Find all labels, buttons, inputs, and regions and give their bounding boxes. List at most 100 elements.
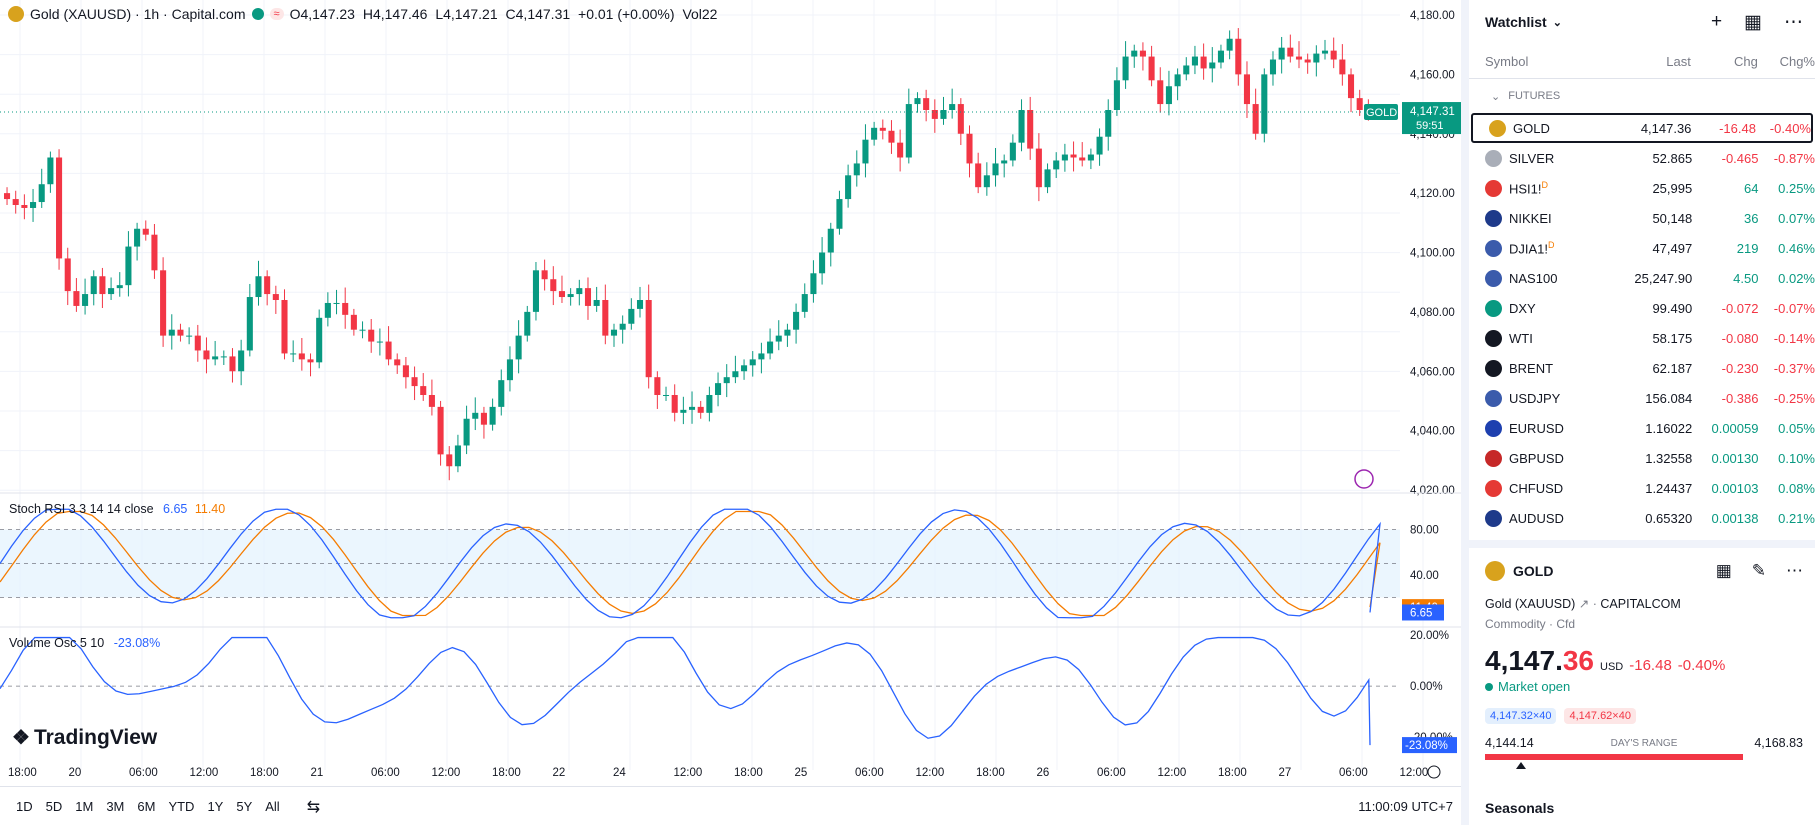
range-all[interactable]: All xyxy=(265,799,280,814)
chart-area[interactable]: 4,180.00 4,160.00 4,140.00 4,120.00 4,100.00… xyxy=(0,0,1461,825)
candle-body xyxy=(567,294,574,298)
candle-body xyxy=(420,386,427,395)
stoch-d-value: 11.40 xyxy=(194,502,226,516)
add-symbol-icon[interactable]: + xyxy=(1710,10,1723,32)
more-icon[interactable]: ⋯ xyxy=(1786,561,1803,580)
range-ytd[interactable]: YTD xyxy=(168,799,195,814)
range-3m[interactable]: 3M xyxy=(106,799,125,814)
chevron-down-icon[interactable]: ⌄ xyxy=(1552,16,1562,29)
candle-body xyxy=(4,193,11,200)
time-tick: 06:00 xyxy=(1339,767,1368,779)
market-status-text: Market open xyxy=(1498,679,1571,694)
watchlist-row-gbpusd[interactable]: GBPUSD 1.32558 0.00130 0.10% xyxy=(1469,443,1815,473)
ask-value[interactable]: 4,147.62×40 xyxy=(1564,708,1636,724)
watchlist-title[interactable]: Watchlist xyxy=(1485,14,1547,30)
more-icon[interactable]: ⋯ xyxy=(1784,11,1803,33)
stoch-k-tag xyxy=(1402,604,1444,621)
col-chg[interactable]: Chg xyxy=(1734,53,1758,69)
detail-symbol[interactable]: GOLD xyxy=(1513,563,1554,579)
clock[interactable]: 11:00:09 UTC+7 xyxy=(1358,799,1453,814)
range-bar xyxy=(1485,754,1743,769)
row-last: 50,148 xyxy=(1652,210,1693,226)
range-low: 4,144.14 xyxy=(1485,736,1534,750)
price-tick: 4,160.00 xyxy=(1410,69,1455,81)
edit-note-icon[interactable]: ✎ xyxy=(1751,561,1766,580)
seasonals-title[interactable]: Seasonals xyxy=(1485,800,1555,816)
col-symbol[interactable]: Symbol xyxy=(1485,53,1529,69)
watchlist-row-nikkei[interactable]: NIKKEI 50,148 36 0.07% xyxy=(1469,203,1815,233)
volosc-tag-text: -23.08% xyxy=(1405,740,1448,752)
silver-icon xyxy=(1485,149,1502,167)
candle-body xyxy=(229,356,236,372)
range-1y[interactable]: 1Y xyxy=(207,799,224,814)
row-chg: -16.48 xyxy=(1719,120,1756,136)
range-5y[interactable]: 5Y xyxy=(236,799,253,814)
stoch-rsi-label[interactable]: Stoch RSI 3 3 14 14 close xyxy=(9,502,154,516)
candle-body xyxy=(957,104,964,134)
candle-body xyxy=(1165,86,1172,105)
candle-body xyxy=(1174,74,1181,87)
candle-body xyxy=(1321,50,1329,54)
candle-body xyxy=(316,317,323,363)
layout-grid-icon[interactable]: ▦ xyxy=(1715,561,1732,580)
candle-body xyxy=(1018,110,1025,143)
chart-title[interactable]: Gold (XAUUSD) · 1h · Capital.com xyxy=(30,6,246,22)
watchlist-row-chfusd[interactable]: CHFUSD 1.24437 0.00103 0.08% xyxy=(1469,473,1815,503)
candle-body xyxy=(298,353,305,360)
watchlist-row-wti[interactable]: WTI 58.175 -0.080 -0.14% xyxy=(1469,323,1815,353)
watchlist-row-silver[interactable]: SILVER 52.865 -0.465 -0.87% xyxy=(1469,143,1815,173)
bid-value[interactable]: 4,147.32×40 xyxy=(1485,708,1557,724)
range-5d[interactable]: 5D xyxy=(45,799,63,814)
price-tick: 4,040.00 xyxy=(1410,426,1455,438)
watchlist-row-audusd[interactable]: AUDUSD 0.65320 0.00138 0.21% xyxy=(1469,503,1815,533)
time-tick: 20 xyxy=(69,767,82,779)
row-last: 1.24437 xyxy=(1645,480,1693,496)
watchlist-row-eurusd[interactable]: EURUSD 1.16022 0.00059 0.05% xyxy=(1469,413,1815,443)
chevron-down-icon: ⌄ xyxy=(1491,90,1501,103)
row-symbol: SILVER xyxy=(1509,150,1555,166)
candle-body xyxy=(1295,56,1303,60)
watchlist-row-dxy[interactable]: DXY 99.490 -0.072 -0.07% xyxy=(1469,293,1815,323)
col-last[interactable]: Last xyxy=(1666,53,1691,69)
col-chg-pct[interactable]: Chg% xyxy=(1779,53,1815,69)
date-range-icon[interactable]: ⇆ xyxy=(306,798,321,816)
row-chg-pct: -0.40% xyxy=(1769,120,1811,136)
candle-body xyxy=(966,133,973,164)
candle-body xyxy=(385,341,392,360)
time-tick: 12:00 xyxy=(674,767,703,779)
watchlist-row-usdjpy[interactable]: USDJPY 156.084 -0.386 -0.25% xyxy=(1469,383,1815,413)
external-link-icon[interactable]: ↗ xyxy=(1578,597,1590,611)
chart-canvas[interactable]: 4,180.004,160.004,140.004,120.004,100.00… xyxy=(0,0,1461,786)
detail-exchange[interactable]: CAPITALCOM xyxy=(1600,597,1681,611)
us-jp-flag-icon xyxy=(1485,389,1502,407)
candle-body xyxy=(454,445,461,467)
row-symbol: CHFUSD xyxy=(1509,480,1564,496)
watchlist-header: Watchlist ⌄ + ▦ ⋯ xyxy=(1469,0,1815,44)
watchlist-row-nas100[interactable]: NAS100 25,247.90 4.50 0.02% xyxy=(1469,263,1815,293)
tradingview-logo[interactable]: ❖ TradingView xyxy=(12,725,157,750)
watchlist-row-brent[interactable]: BRENT 62.187 -0.230 -0.37% xyxy=(1469,353,1815,383)
right-panel: Watchlist ⌄ + ▦ ⋯ Symbol Last Chg Chg% ⌄… xyxy=(1469,0,1815,825)
tradingview-mark-icon: ❖ xyxy=(12,727,30,749)
detail-name[interactable]: Gold (XAUUSD) xyxy=(1485,597,1576,611)
watchlist-row-djia1[interactable]: DJIA1!D 47,497 219 0.46% xyxy=(1469,233,1815,263)
section-label: FUTURES xyxy=(1508,90,1561,102)
candle-body xyxy=(645,300,652,378)
volume-osc-label[interactable]: Volume Osc 5 10 xyxy=(9,636,105,650)
section-futures[interactable]: ⌄ FUTURES xyxy=(1469,79,1815,113)
candle-body xyxy=(1079,157,1086,161)
ch-us-flag-icon xyxy=(1485,479,1502,497)
watchlist-row-hsi1[interactable]: HSI1!D 25,995 64 0.25% xyxy=(1469,173,1815,203)
row-chg: -0.072 xyxy=(1721,300,1759,316)
range-1d[interactable]: 1D xyxy=(16,799,33,814)
time-tick: 12:00 xyxy=(432,767,461,779)
panel-divider[interactable] xyxy=(1461,0,1469,825)
range-1m[interactable]: 1M xyxy=(75,799,94,814)
advanced-view-icon[interactable]: ▦ xyxy=(1744,11,1762,33)
candle-body xyxy=(923,98,930,110)
watchlist-row-gold[interactable]: GOLD 4,147.36 -16.48 -0.40% xyxy=(1471,113,1813,143)
range-6m[interactable]: 6M xyxy=(137,799,156,814)
candle-body xyxy=(593,300,600,306)
candle-body xyxy=(1009,142,1016,161)
close-value: C4,147.31 xyxy=(505,6,571,22)
